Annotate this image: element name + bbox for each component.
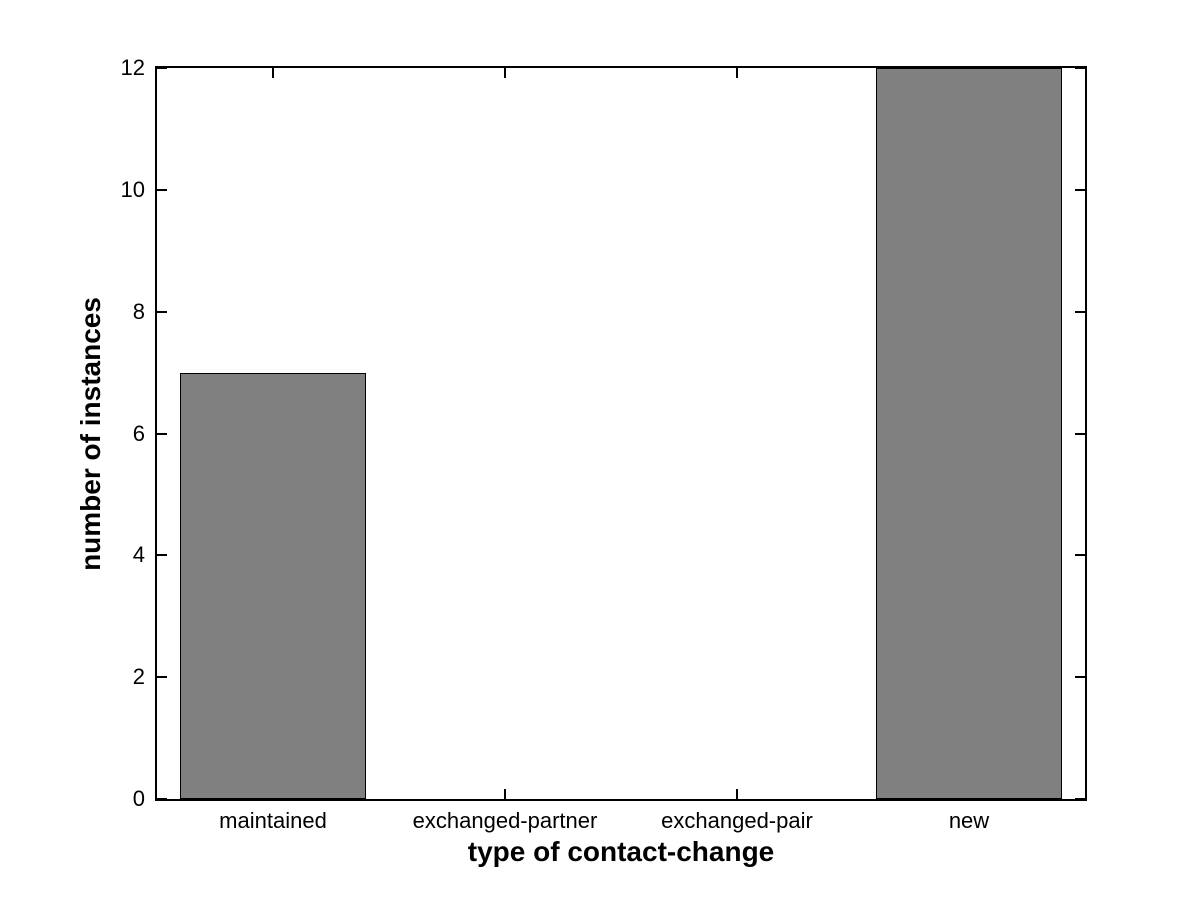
x-tick-label-exchanged-pair: exchanged-pair — [661, 808, 813, 833]
y-tick-right — [1075, 188, 1085, 191]
y-tick-left — [157, 798, 167, 800]
x-tick-top — [272, 68, 274, 78]
y-tick-left — [157, 188, 167, 191]
bar-maintained — [180, 373, 366, 799]
y-tick-left — [157, 554, 167, 557]
x-tick-label-maintained: maintained — [219, 808, 327, 833]
y-tick-label: 10 — [120, 176, 145, 202]
y-tick-label: 0 — [132, 786, 145, 811]
y-tick-right — [1075, 67, 1085, 69]
y-tick-right — [1075, 798, 1085, 800]
y-tick-left — [157, 67, 167, 69]
x-tick-top — [504, 68, 506, 78]
y-tick-right — [1075, 676, 1085, 679]
y-tick-label: 8 — [132, 298, 145, 324]
y-tick-label: 2 — [132, 664, 145, 690]
y-tick-right — [1075, 554, 1085, 557]
plot-area — [155, 66, 1087, 801]
x-axis-label: type of contact-change — [467, 836, 775, 867]
y-tick-left — [157, 676, 167, 679]
bar-new — [876, 68, 1062, 799]
x-tick-top — [736, 68, 738, 78]
y-tick-left — [157, 432, 167, 435]
bars-layer — [157, 68, 1085, 799]
y-axis-label: number of instances — [75, 297, 106, 571]
y-tick-right — [1075, 432, 1085, 435]
x-tick-label-new: new — [948, 808, 990, 833]
x-tick-bottom — [504, 789, 506, 799]
y-tick-label: 4 — [132, 542, 145, 568]
x-tick-bottom — [736, 789, 738, 799]
ticks-layer — [157, 67, 1085, 800]
x-tick-label-exchanged-partner: exchanged-partner — [412, 808, 598, 833]
y-tick-right — [1075, 310, 1085, 313]
y-tick-label: 6 — [132, 420, 145, 446]
y-tick-label: 12 — [120, 55, 145, 80]
y-tick-left — [157, 310, 167, 313]
